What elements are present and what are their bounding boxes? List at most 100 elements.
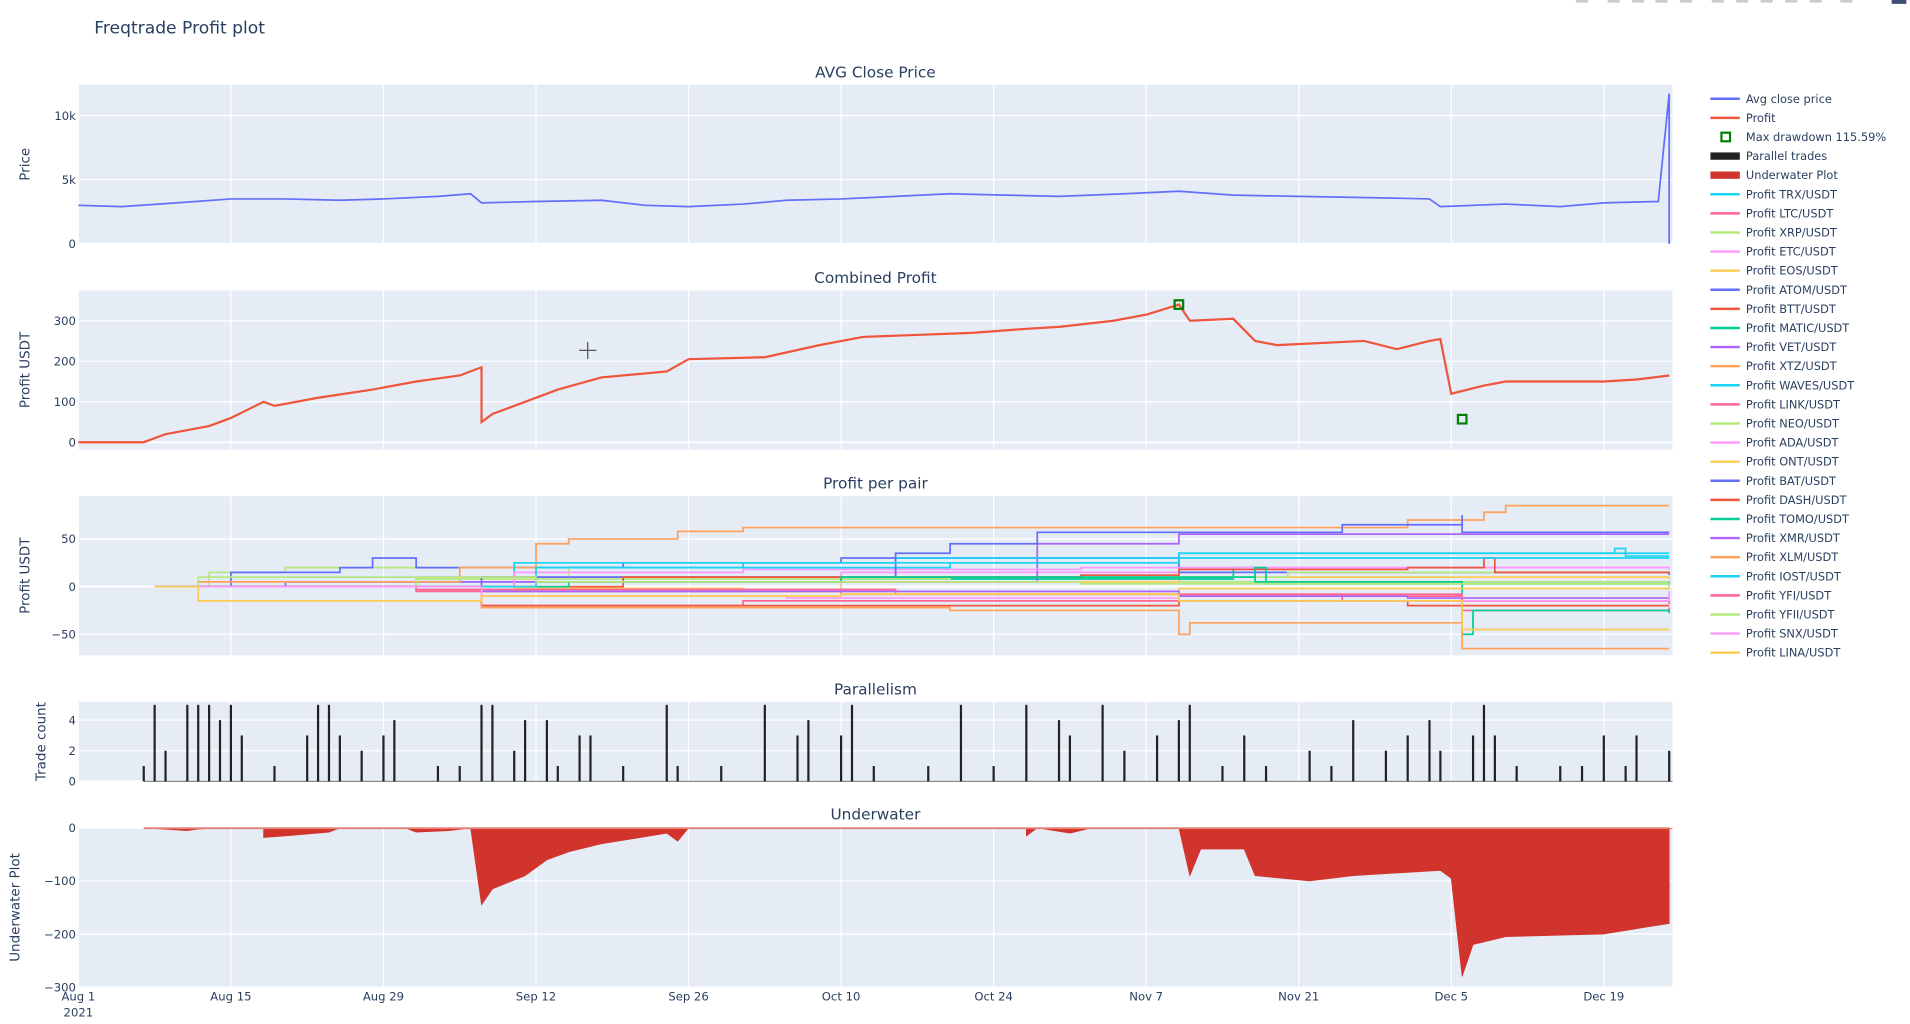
legend-label: Profit ATOM/USDT	[1746, 283, 1847, 297]
parallel-bar	[1493, 735, 1496, 782]
legend-item[interactable]: Profit XRP/USDT	[1710, 226, 1837, 240]
legend-item[interactable]: Profit ADA/USDT	[1710, 436, 1838, 450]
legend-label: Profit ONT/USDT	[1746, 455, 1839, 469]
legend-item[interactable]: Parallel trades	[1710, 149, 1827, 163]
legend-item[interactable]: Profit VET/USDT	[1710, 340, 1836, 354]
subplot-combined-profit: 0 100 200 300 Combined Profit Profit USDT	[18, 269, 1673, 450]
parallel-bar	[1068, 735, 1072, 782]
legend-item[interactable]: Profit XMR/USDT	[1710, 531, 1840, 545]
legend-item[interactable]: Max drawdown 115.59%	[1720, 130, 1886, 144]
legend-item[interactable]: Profit ATOM/USDT	[1710, 283, 1847, 297]
legend-item[interactable]: Profit XLM/USDT	[1710, 550, 1838, 564]
box-select-icon[interactable]	[1655, 0, 1668, 3]
legend-item[interactable]: Profit IOST/USDT	[1710, 569, 1841, 583]
series-parallel-trades	[142, 704, 1673, 782]
figure-title: Freqtrade Profit plot	[94, 18, 265, 38]
legend-item[interactable]: Profit BTT/USDT	[1710, 302, 1836, 316]
legend-item[interactable]: Profit LINA/USDT	[1710, 646, 1840, 660]
lasso-icon[interactable]	[1679, 0, 1693, 3]
legend-item[interactable]: Profit ONT/USDT	[1710, 455, 1839, 469]
legend-label: Profit ADA/USDT	[1746, 436, 1839, 450]
legend-item[interactable]: Profit YFII/USDT	[1710, 608, 1835, 622]
y-tick-label: 0	[69, 775, 76, 789]
parallel-bar	[382, 735, 385, 782]
y-tick-label: −50	[51, 628, 76, 642]
x-tick-label: Oct 24	[974, 990, 1013, 1004]
legend-item[interactable]: Profit LTC/USDT	[1710, 206, 1833, 220]
max-drawdown-marker	[1456, 413, 1468, 425]
zoom-icon[interactable]	[1607, 0, 1620, 3]
y-tick-label: 0	[69, 821, 76, 835]
spike-icon[interactable]	[1809, 0, 1822, 3]
series-profit-lina-usdt	[154, 585, 1670, 631]
reset-axes-icon[interactable]	[1785, 0, 1798, 3]
legend-item[interactable]: Profit TOMO/USDT	[1710, 512, 1849, 526]
parallel-bar	[360, 750, 363, 782]
legend-item[interactable]: Profit TRX/USDT	[1710, 187, 1837, 201]
series-profit-waves-usdt	[154, 547, 1670, 588]
x-tick-label: Dec 19	[1583, 990, 1624, 1004]
legend-item[interactable]: Profit BAT/USDT	[1710, 474, 1836, 488]
parallel-bar	[1406, 735, 1409, 782]
autoscale-icon[interactable]	[1760, 0, 1773, 3]
parallel-bar	[142, 766, 145, 782]
subplot-underwater: −300 −200 −100 0 Underwater Underwater Plot	[9, 805, 1673, 994]
camera-icon[interactable]	[1575, 0, 1588, 3]
legend-bar-icon	[1710, 152, 1740, 160]
legend-bar-icon	[1710, 171, 1740, 179]
legend-item[interactable]: Profit SNX/USDT	[1710, 627, 1838, 641]
legend-item[interactable]: Profit DASH/USDT	[1710, 493, 1846, 507]
plot-background	[78, 290, 1673, 450]
parallel-bar	[1330, 766, 1333, 782]
parallel-bar	[480, 704, 483, 782]
x-tick-label: Sep 12	[516, 990, 556, 1004]
legend-item[interactable]: Profit EOS/USDT	[1710, 264, 1838, 278]
y-tick-label: 0	[69, 237, 76, 251]
series-profit-neo-usdt	[154, 571, 1670, 588]
legend-item[interactable]: Profit LINK/USDT	[1710, 397, 1840, 411]
legend-item[interactable]: Profit XTZ/USDT	[1710, 359, 1837, 373]
parallel-bar	[1025, 704, 1028, 782]
legend-item[interactable]: Profit	[1710, 111, 1776, 125]
parallel-bar	[578, 735, 581, 782]
parallel-bar	[1602, 735, 1605, 782]
legend-label: Profit LINA/USDT	[1746, 646, 1840, 660]
legend-item[interactable]: Profit MATIC/USDT	[1710, 321, 1849, 335]
legend-item[interactable]: Profit YFI/USDT	[1710, 588, 1831, 602]
zoom-out-icon[interactable]	[1736, 0, 1749, 3]
parallel-bar	[1243, 735, 1246, 782]
legend-item[interactable]: Profit ETC/USDT	[1710, 245, 1836, 259]
plotly-logo-icon[interactable]	[1891, 0, 1907, 4]
parallel-bar	[164, 750, 167, 782]
pan-icon[interactable]	[1632, 0, 1645, 3]
y-tick-label: −300	[44, 980, 76, 994]
legend-item[interactable]: Profit WAVES/USDT	[1710, 378, 1854, 392]
legend-item[interactable]: Profit NEO/USDT	[1710, 417, 1839, 431]
x-tick-label: Aug 29	[363, 990, 404, 1004]
x-tick-label: Oct 10	[822, 990, 861, 1004]
parallel-bar	[1580, 766, 1584, 782]
parallel-bar	[589, 735, 592, 782]
parallel-bar	[1559, 766, 1562, 782]
zoom-in-icon[interactable]	[1711, 0, 1724, 3]
x-tick-label: Nov 7	[1129, 990, 1163, 1004]
parallel-bar	[1352, 720, 1355, 782]
y-tick-label: 50	[61, 532, 76, 546]
legend-item[interactable]: Avg close price	[1710, 92, 1832, 106]
y-tick-label: 2	[69, 744, 76, 758]
parallel-bar	[316, 704, 320, 782]
legend-item[interactable]: Underwater Plot	[1710, 168, 1838, 182]
subplot-parallelism: 0 2 4 Parallelism Trade count	[34, 680, 1673, 789]
y-tick-label: 200	[54, 355, 76, 369]
legend-label: Profit WAVES/USDT	[1746, 378, 1854, 392]
parallel-bar	[458, 766, 461, 782]
y-axis-title: Profit USDT	[18, 537, 33, 614]
legend-label: Profit DASH/USDT	[1746, 493, 1847, 507]
legend-label: Profit BTT/USDT	[1746, 302, 1836, 316]
hover-icon[interactable]	[1840, 0, 1853, 3]
y-tick-label: 4	[69, 713, 76, 727]
parallel-bar	[1177, 720, 1180, 782]
series-profit-iost-usdt	[154, 557, 1670, 588]
parallel-bar	[229, 704, 233, 782]
